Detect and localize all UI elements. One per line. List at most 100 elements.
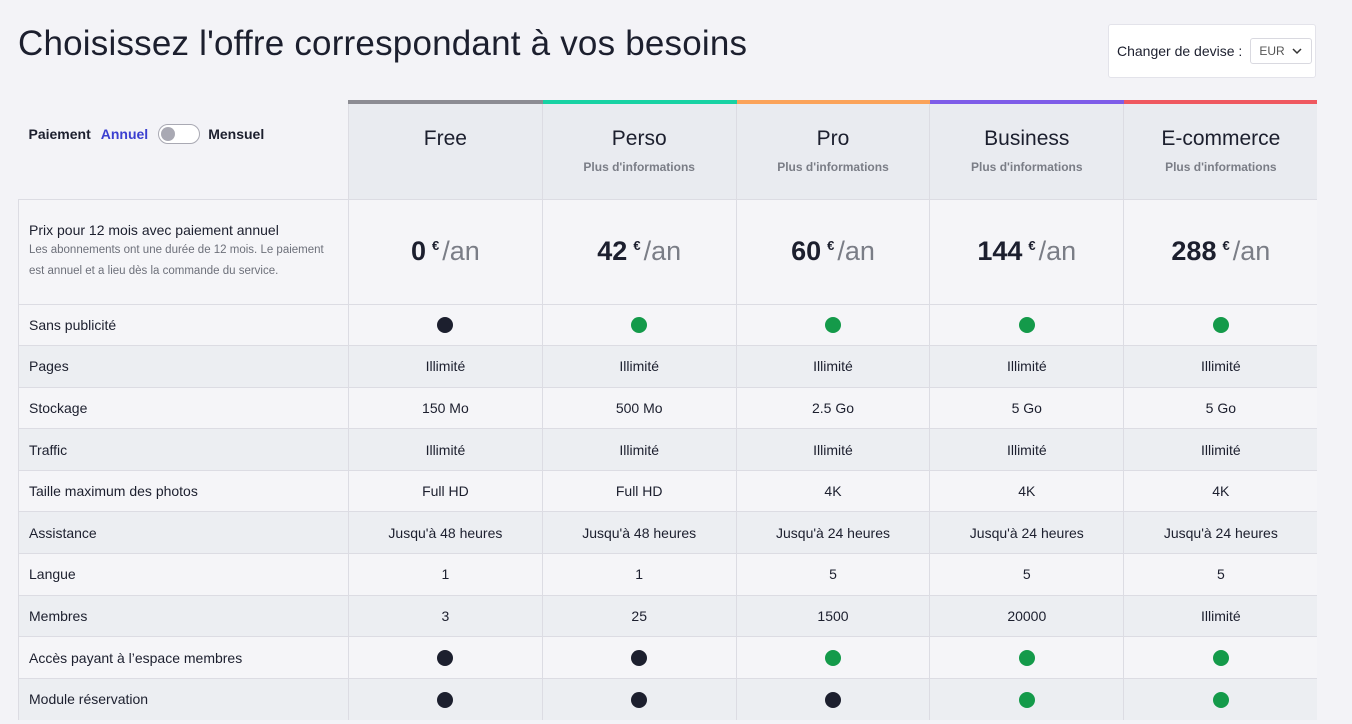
check-dot-icon <box>1212 692 1229 709</box>
feature-cell: Illimité <box>929 345 1124 388</box>
feature-cell: Illimité <box>348 428 543 471</box>
feature-cell: 4K <box>735 469 930 512</box>
feature-value: 5 <box>829 566 837 583</box>
feature-cell: 4K <box>1123 469 1318 512</box>
feature-cell: 20000 <box>929 594 1124 637</box>
toggle-knob <box>161 127 176 141</box>
feature-cell: Illimité <box>348 345 543 388</box>
plan-info-link[interactable]: Plus d'informations <box>583 160 695 174</box>
table-row: Sans publicité <box>18 303 1318 346</box>
feature-value: Illimité <box>1201 607 1241 624</box>
feature-label: Langue <box>18 553 349 596</box>
feature-cell: 5 <box>929 553 1124 596</box>
feature-value: 1 <box>635 566 644 583</box>
billing-label: Paiement <box>28 126 91 142</box>
feature-value: 3 <box>441 607 450 624</box>
feature-value: 25 <box>631 607 647 624</box>
feature-value: Illimité <box>1006 358 1047 375</box>
plan-name: E-commerce <box>1161 127 1281 150</box>
table-row: Membres 3 25 1500 20000 Illimité <box>18 594 1318 637</box>
feature-value: 5 <box>1022 566 1031 583</box>
unavailable-dot-icon <box>824 692 841 709</box>
feature-value: Illimité <box>619 358 660 375</box>
feature-cell: 150 Mo <box>348 386 543 429</box>
check-dot-icon <box>1018 317 1035 334</box>
price-description: Les abonnements ont une durée de 12 mois… <box>29 243 324 277</box>
feature-cell: 500 Mo <box>541 386 737 429</box>
feature-value: Full HD <box>615 483 663 500</box>
table-row: Pages Illimité Illimité Illimité Illimité Ill… <box>18 345 1318 388</box>
price-amount: 144 <box>977 236 1023 266</box>
feature-value: Illimité <box>1201 441 1241 458</box>
feature-cell <box>348 303 543 346</box>
price: 0 €/an <box>411 236 480 267</box>
feature-value: 4K <box>1212 483 1230 500</box>
feature-value: 150 Mo <box>422 399 469 416</box>
table-row: Stockage 150 Mo 500 Mo 2.5 Go 5 Go 5 Go <box>18 386 1318 429</box>
price: 144 €/an <box>977 236 1076 267</box>
feature-value: Illimité <box>813 441 853 458</box>
price-currency: € <box>633 238 641 253</box>
price-period: /an <box>837 236 875 266</box>
feature-cell <box>929 636 1124 679</box>
plan-price-pro: 60 €/an <box>735 198 930 304</box>
billing-annual-option[interactable]: Annuel <box>100 126 149 142</box>
feature-cell <box>348 636 543 679</box>
feature-cell: Jusqu'à 24 heures <box>1123 511 1318 554</box>
billing-toggle[interactable] <box>158 124 201 144</box>
feature-value: Jusqu'à 48 heures <box>388 524 503 541</box>
plan-price-e-commerce: 288 €/an <box>1123 198 1318 304</box>
feature-cell: 1 <box>541 553 737 596</box>
table-row: Assistance Jusqu'à 48 heures Jusqu'à 48 he… <box>18 511 1318 554</box>
price-period: /an <box>1232 236 1271 266</box>
feature-label: Pages <box>18 345 349 388</box>
price-amount: 0 <box>410 236 427 266</box>
feature-value: 1500 <box>817 607 849 624</box>
feature-cell <box>1123 636 1318 679</box>
price-amount: 42 <box>597 236 628 266</box>
billing-cell: Paiement Annuel Mensuel <box>19 102 349 199</box>
feature-value: 5 Go <box>1011 399 1042 416</box>
feature-cell: Illimité <box>1123 428 1318 471</box>
check-dot-icon <box>631 317 648 334</box>
feature-value: Jusqu'à 24 heures <box>1163 524 1278 541</box>
feature-cell: Full HD <box>541 469 737 512</box>
feature-value: 20000 <box>1007 607 1047 624</box>
plan-info-link[interactable]: Plus d'informations <box>971 160 1083 174</box>
price: 42 €/an <box>597 236 681 267</box>
check-dot-icon <box>1018 692 1035 709</box>
feature-cell: 25 <box>541 594 737 637</box>
unavailable-dot-icon <box>437 692 454 709</box>
price-row-label: Prix pour 12 mois avec paiement annuel L… <box>18 198 349 304</box>
check-dot-icon <box>824 650 841 667</box>
currency-value: EUR <box>1259 44 1285 58</box>
feature-value: 4K <box>824 483 842 500</box>
page-title: Choisissez l'offre correspondant à vos b… <box>18 24 748 63</box>
feature-label: Stockage <box>18 386 349 429</box>
feature-cell <box>541 636 737 679</box>
feature-cell: 1 <box>348 553 543 596</box>
check-dot-icon <box>1212 650 1229 667</box>
price: 288 €/an <box>1171 236 1270 267</box>
feature-label: Module réservation <box>18 677 349 720</box>
currency-switcher: Changer de devise : EUR <box>1108 24 1316 78</box>
table-row: Langue 1 1 5 5 5 <box>18 553 1318 596</box>
price-amount: 60 <box>791 236 822 266</box>
feature-cell: Illimité <box>735 345 930 388</box>
price-currency: € <box>1222 238 1230 253</box>
feature-cell: 5 Go <box>1123 386 1318 429</box>
feature-cell <box>541 303 737 346</box>
plan-info-link[interactable]: Plus d'informations <box>1165 160 1277 174</box>
billing-monthly-option[interactable]: Mensuel <box>208 126 265 142</box>
currency-select[interactable]: EUR <box>1250 38 1313 64</box>
price-period: /an <box>442 236 480 266</box>
feature-value: Illimité <box>813 358 853 375</box>
plan-header-free: Free <box>348 100 543 199</box>
feature-cell: 5 <box>1123 553 1318 596</box>
plan-header-perso: Perso Plus d'informations <box>541 100 737 199</box>
feature-cell: Jusqu'à 48 heures <box>541 511 737 554</box>
feature-value: 5 Go <box>1205 399 1237 416</box>
plan-info-link[interactable]: Plus d'informations <box>777 160 889 174</box>
unavailable-dot-icon <box>631 650 648 667</box>
table-row: Accès payant à l’espace membres <box>18 636 1318 679</box>
